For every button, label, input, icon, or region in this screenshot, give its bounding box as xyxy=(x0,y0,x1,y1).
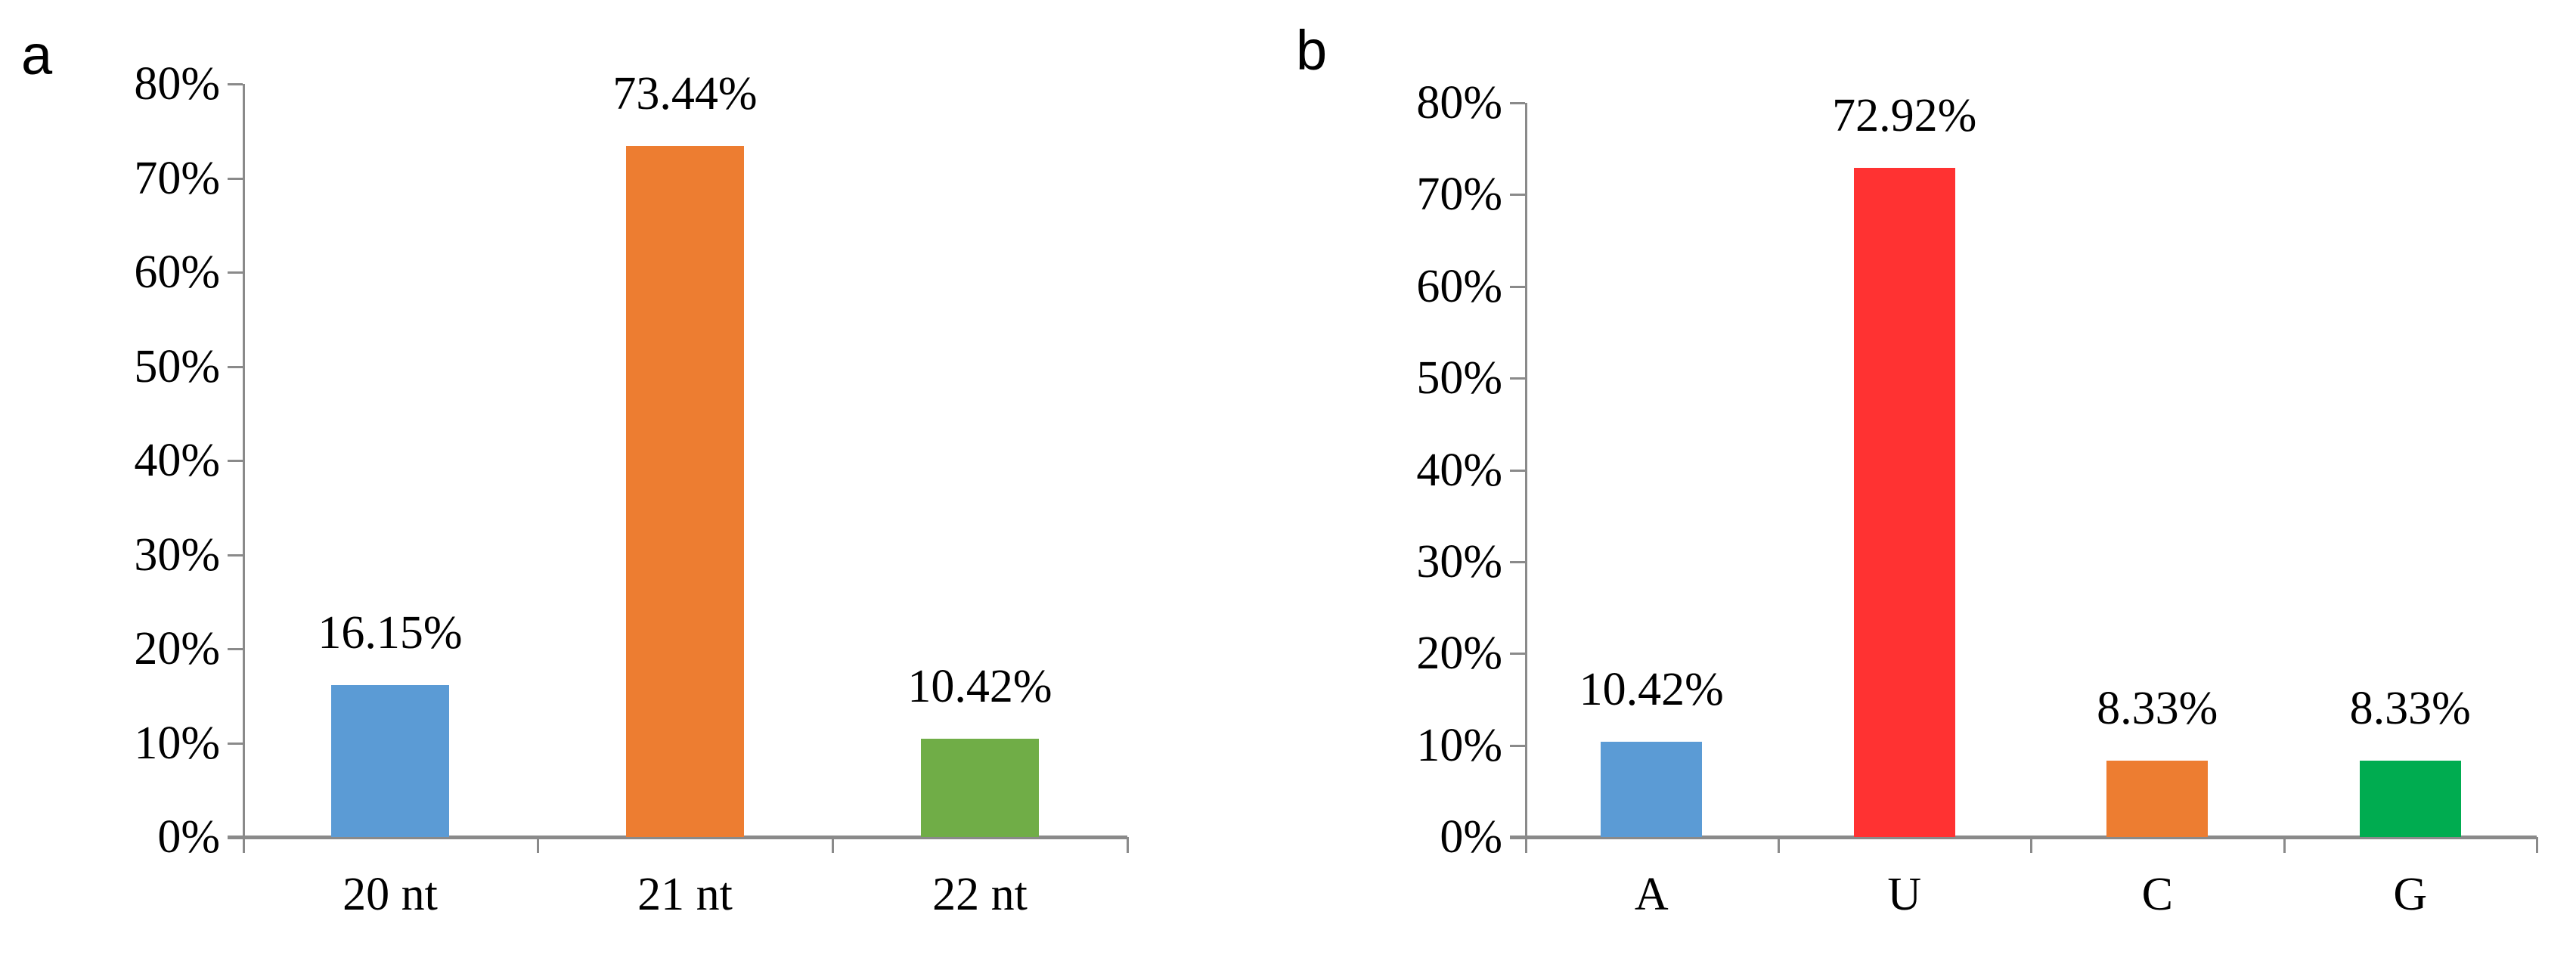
bar-a xyxy=(1601,742,1702,837)
y-axis-tick xyxy=(1510,744,1525,747)
x-axis-tick xyxy=(2536,837,2538,853)
category-label: 21 nt xyxy=(637,869,733,920)
y-axis-tick xyxy=(228,553,243,557)
y-axis-tick xyxy=(228,177,243,180)
y-axis-tick xyxy=(228,648,243,650)
y-tick-label: 0% xyxy=(157,811,220,863)
category-label: G xyxy=(2393,869,2428,920)
y-tick-label: 50% xyxy=(1416,352,1502,405)
bar-21-nt xyxy=(626,146,744,837)
y-axis-tick xyxy=(1510,194,1525,197)
category-label: C xyxy=(2141,869,2173,920)
y-tick-label: 10% xyxy=(134,717,220,769)
y-axis-tick xyxy=(1510,377,1525,380)
x-axis-tick xyxy=(1127,837,1129,853)
y-tick-label: 10% xyxy=(1416,719,1502,771)
bar-u xyxy=(1854,168,1955,837)
y-axis-tick xyxy=(1510,469,1525,472)
y-tick-label: 60% xyxy=(1416,260,1502,312)
bar-c xyxy=(2106,761,2208,837)
y-tick-label: 30% xyxy=(1416,535,1502,588)
x-axis-tick xyxy=(832,837,834,853)
value-label: 8.33% xyxy=(2097,683,2218,734)
x-axis-tick xyxy=(537,837,539,853)
value-label: 72.92% xyxy=(1832,90,1977,141)
y-tick-label: 20% xyxy=(134,623,220,674)
bar-20-nt xyxy=(331,685,449,837)
value-label: 10.42% xyxy=(1579,664,1724,715)
value-label: 16.15% xyxy=(318,607,463,659)
y-tick-label: 40% xyxy=(1416,444,1502,496)
panel-letter-a: a xyxy=(21,23,53,86)
value-label: 10.42% xyxy=(907,661,1052,712)
x-axis-tick xyxy=(2283,837,2286,853)
panel-letter-b: b xyxy=(1296,19,1328,82)
category-label: U xyxy=(1887,869,1922,920)
x-axis-tick xyxy=(1777,837,1780,853)
y-tick-label: 30% xyxy=(134,529,220,581)
y-tick-label: 70% xyxy=(134,152,220,204)
y-axis-line xyxy=(243,84,245,853)
y-axis-tick xyxy=(1510,102,1525,104)
category-label: 20 nt xyxy=(343,869,438,920)
y-tick-label: 40% xyxy=(134,435,220,486)
x-axis-line xyxy=(228,836,1127,839)
y-tick-label: 0% xyxy=(1440,811,1502,863)
value-label: 73.44% xyxy=(612,68,758,119)
y-axis-tick xyxy=(1510,836,1525,839)
y-axis-tick xyxy=(228,365,243,368)
y-axis-tick xyxy=(228,460,243,462)
x-axis-line xyxy=(1510,836,2537,839)
y-axis-tick xyxy=(1510,653,1525,656)
y-axis-tick xyxy=(228,836,243,839)
y-axis-tick xyxy=(228,271,243,274)
y-axis-tick xyxy=(1510,285,1525,288)
category-label: A xyxy=(1634,869,1669,920)
y-tick-label: 20% xyxy=(1416,628,1502,680)
value-label: 8.33% xyxy=(2349,683,2471,734)
x-axis-tick xyxy=(2030,837,2032,853)
y-axis-tick xyxy=(228,742,243,745)
y-axis-tick xyxy=(1510,560,1525,563)
y-tick-label: 80% xyxy=(134,58,220,110)
y-tick-label: 70% xyxy=(1416,169,1502,221)
bar-g xyxy=(2360,761,2461,837)
category-label: 22 nt xyxy=(932,869,1028,920)
y-axis-line xyxy=(1525,103,1527,853)
y-tick-label: 50% xyxy=(134,340,220,392)
bar-22-nt xyxy=(921,739,1039,837)
y-axis-tick xyxy=(228,83,243,85)
y-tick-label: 80% xyxy=(1416,77,1502,129)
y-tick-label: 60% xyxy=(134,246,220,298)
